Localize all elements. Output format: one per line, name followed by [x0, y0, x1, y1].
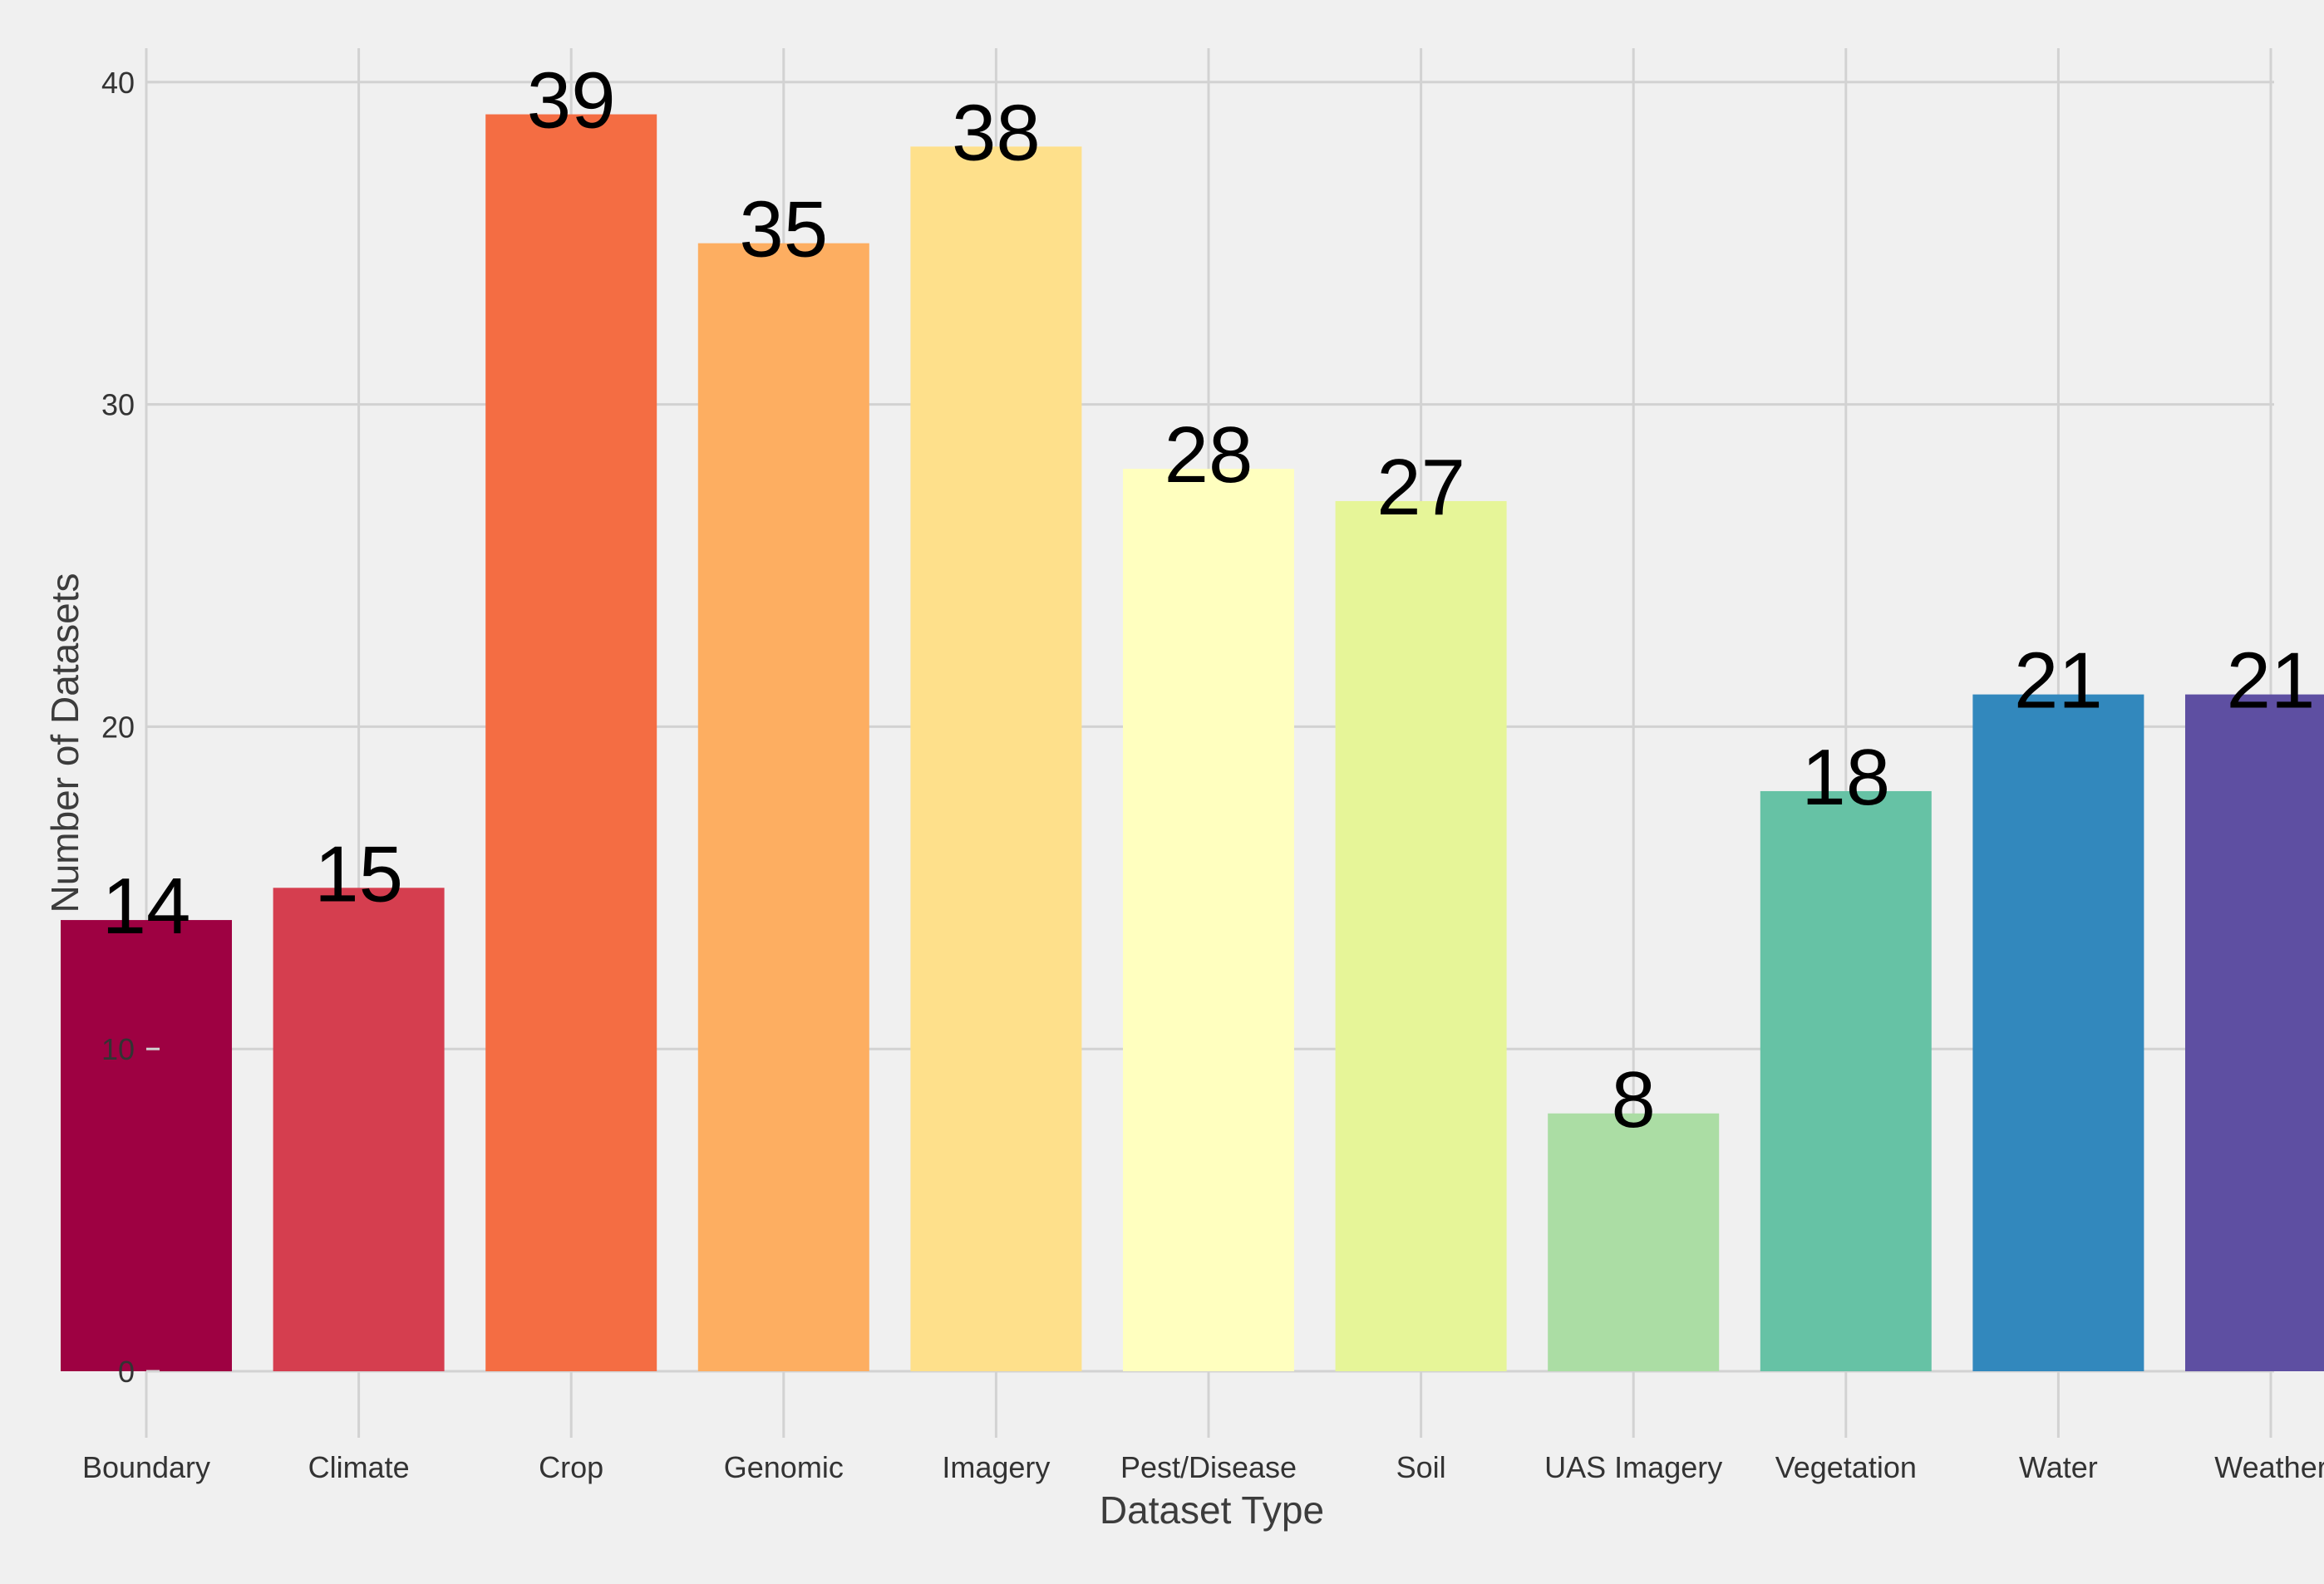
x-tick-label: Weather	[2214, 1450, 2324, 1484]
bar	[1548, 1113, 1720, 1371]
y-axis-ticks: 0 10 20 30 40	[101, 66, 160, 1389]
bar	[1123, 469, 1294, 1371]
x-tick-label: Pest/Disease	[1120, 1450, 1297, 1484]
x-tick-label: Genomic	[724, 1450, 844, 1484]
bar-value-label: 15	[314, 829, 403, 918]
bar	[2185, 694, 2324, 1371]
bar-value-label: 39	[527, 57, 616, 145]
bar	[697, 243, 869, 1372]
x-axis-ticks: Boundary Climate Crop Genomic Imagery Pest/Di…	[82, 1450, 2324, 1484]
bar-value-label: 35	[739, 185, 828, 274]
y-tick-label: 20	[101, 710, 135, 744]
x-tick-label: Imagery	[942, 1450, 1050, 1484]
bar-value-label: 14	[102, 862, 191, 951]
x-axis-title: Dataset Type	[1100, 1488, 1324, 1532]
x-tick-label: Crop	[539, 1450, 603, 1484]
bar	[1972, 694, 2144, 1371]
x-tick-label: UAS Imagery	[1544, 1450, 1722, 1484]
y-tick-label: 0	[118, 1355, 135, 1389]
data-labels: 14 15 39 35 38 28 27 8 18 21 21	[102, 57, 2316, 1144]
bar	[1760, 790, 1932, 1371]
x-tick-label: Soil	[1396, 1450, 1446, 1484]
bar-value-label: 27	[1376, 443, 1465, 532]
bar	[1335, 500, 1507, 1372]
x-tick-label: Water	[2019, 1450, 2098, 1484]
bar	[485, 114, 657, 1371]
y-axis-title: Number of Datasets	[43, 573, 86, 913]
y-tick-label: 30	[101, 388, 135, 422]
bar	[273, 888, 445, 1371]
bar	[61, 920, 232, 1371]
y-tick-label: 40	[101, 66, 135, 100]
x-tick-label: Boundary	[82, 1450, 210, 1484]
bars	[61, 114, 2324, 1372]
bar	[910, 146, 1082, 1372]
bar-value-label: 8	[1612, 1055, 1656, 1144]
bar-value-label: 18	[1801, 733, 1890, 822]
bar-value-label: 38	[952, 88, 1041, 177]
bar-value-label: 28	[1164, 411, 1253, 499]
bar-value-label: 21	[2227, 637, 2316, 726]
x-tick-label: Vegetation	[1775, 1450, 1917, 1484]
bar-value-label: 21	[2014, 637, 2103, 726]
y-tick-label: 10	[101, 1032, 135, 1066]
x-tick-label: Climate	[308, 1450, 410, 1484]
